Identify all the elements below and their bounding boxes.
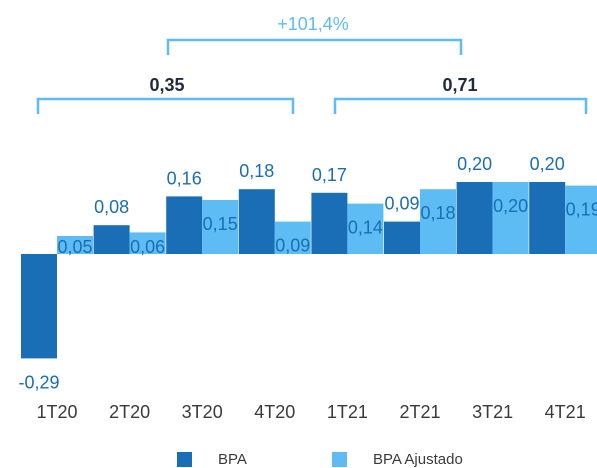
value-label-bpa-4T20: 0,18 — [239, 161, 274, 181]
value-label-bpa-4T21: 0,20 — [530, 154, 565, 174]
value-labels-group: -0,290,050,080,060,160,150,180,090,170,1… — [18, 154, 597, 392]
bracket-growth — [166, 38, 463, 55]
bar-bpa-2T20 — [93, 225, 130, 254]
value-label-bpa-1T20: -0,29 — [18, 372, 59, 392]
value-label-bpa-2T21: 0,09 — [384, 194, 419, 214]
bar-bpa-1T21 — [311, 192, 348, 254]
legend-item-bpa: BPA — [177, 451, 247, 468]
value-label-bpa-ajustado-1T20: 0,05 — [57, 237, 92, 257]
x-tick-label-4T20: 4T20 — [254, 402, 295, 422]
bar-bpa-ajustado-4T21 — [565, 185, 597, 254]
legend: BPA BPA Ajustado — [0, 449, 597, 468]
x-tick-label-1T20: 1T20 — [36, 402, 77, 422]
value-label-bpa-1T21: 0,17 — [312, 165, 347, 185]
total-2020-annotation: 0,35 — [149, 75, 184, 95]
bracket-2020 — [36, 97, 295, 114]
annotation-brackets — [36, 38, 588, 114]
bar-bpa-ajustado-3T20 — [202, 200, 239, 254]
bpa-bar-chart: -0,290,050,080,060,160,150,180,090,170,1… — [18, 14, 597, 422]
bar-bpa-3T20 — [166, 196, 203, 254]
bar-bpa-ajustado-3T21 — [492, 182, 529, 254]
bar-bpa-ajustado-2T20 — [129, 232, 166, 254]
bracket-2021 — [333, 97, 588, 114]
growth-annotation: +101,4% — [277, 14, 349, 34]
bar-bpa-ajustado-4T20 — [274, 221, 311, 254]
legend-swatch-bpa-ajustado — [332, 452, 347, 467]
value-label-bpa-ajustado-4T21: 0,19 — [566, 200, 597, 220]
value-label-bpa-ajustado-2T21: 0,18 — [420, 203, 455, 223]
x-tick-label-4T21: 4T21 — [545, 402, 586, 422]
legend-label-bpa: BPA — [218, 451, 247, 468]
x-tick-label-1T21: 1T21 — [327, 402, 368, 422]
value-label-bpa-ajustado-3T21: 0,20 — [493, 196, 528, 216]
bar-bpa-ajustado-1T20 — [57, 236, 93, 254]
bar-bpa-2T21 — [384, 221, 420, 254]
x-tick-label-2T20: 2T20 — [109, 402, 150, 422]
value-label-bpa-ajustado-1T21: 0,14 — [348, 218, 383, 238]
value-label-bpa-2T20: 0,08 — [94, 197, 129, 217]
value-label-bpa-3T21: 0,20 — [457, 154, 492, 174]
bar-bpa-ajustado-1T21 — [347, 203, 384, 254]
legend-swatch-bpa — [177, 452, 192, 467]
total-2021-annotation: 0,71 — [442, 75, 477, 95]
x-tick-labels: 1T20 2T20 3T20 4T20 1T21 2T21 3T21 4T21 — [36, 402, 585, 422]
bar-bpa-ajustado-2T21 — [420, 189, 456, 254]
legend-label-bpa-ajustado: BPA Ajustado — [373, 451, 463, 468]
x-tick-label-3T21: 3T21 — [472, 402, 513, 422]
value-label-bpa-3T20: 0,16 — [167, 168, 202, 188]
value-label-bpa-ajustado-2T20: 0,06 — [130, 237, 165, 257]
bars-group — [21, 182, 597, 359]
legend-item-bpa-ajustado: BPA Ajustado — [332, 451, 463, 468]
bar-bpa-3T21 — [456, 182, 493, 254]
x-tick-label-2T21: 2T21 — [399, 402, 440, 422]
value-label-bpa-ajustado-3T20: 0,15 — [203, 214, 238, 234]
bar-bpa-4T20 — [238, 189, 275, 254]
value-label-bpa-ajustado-4T20: 0,09 — [275, 236, 310, 256]
x-tick-label-3T20: 3T20 — [182, 402, 223, 422]
bar-bpa-4T21 — [529, 182, 566, 254]
bar-bpa-1T20 — [21, 254, 57, 359]
